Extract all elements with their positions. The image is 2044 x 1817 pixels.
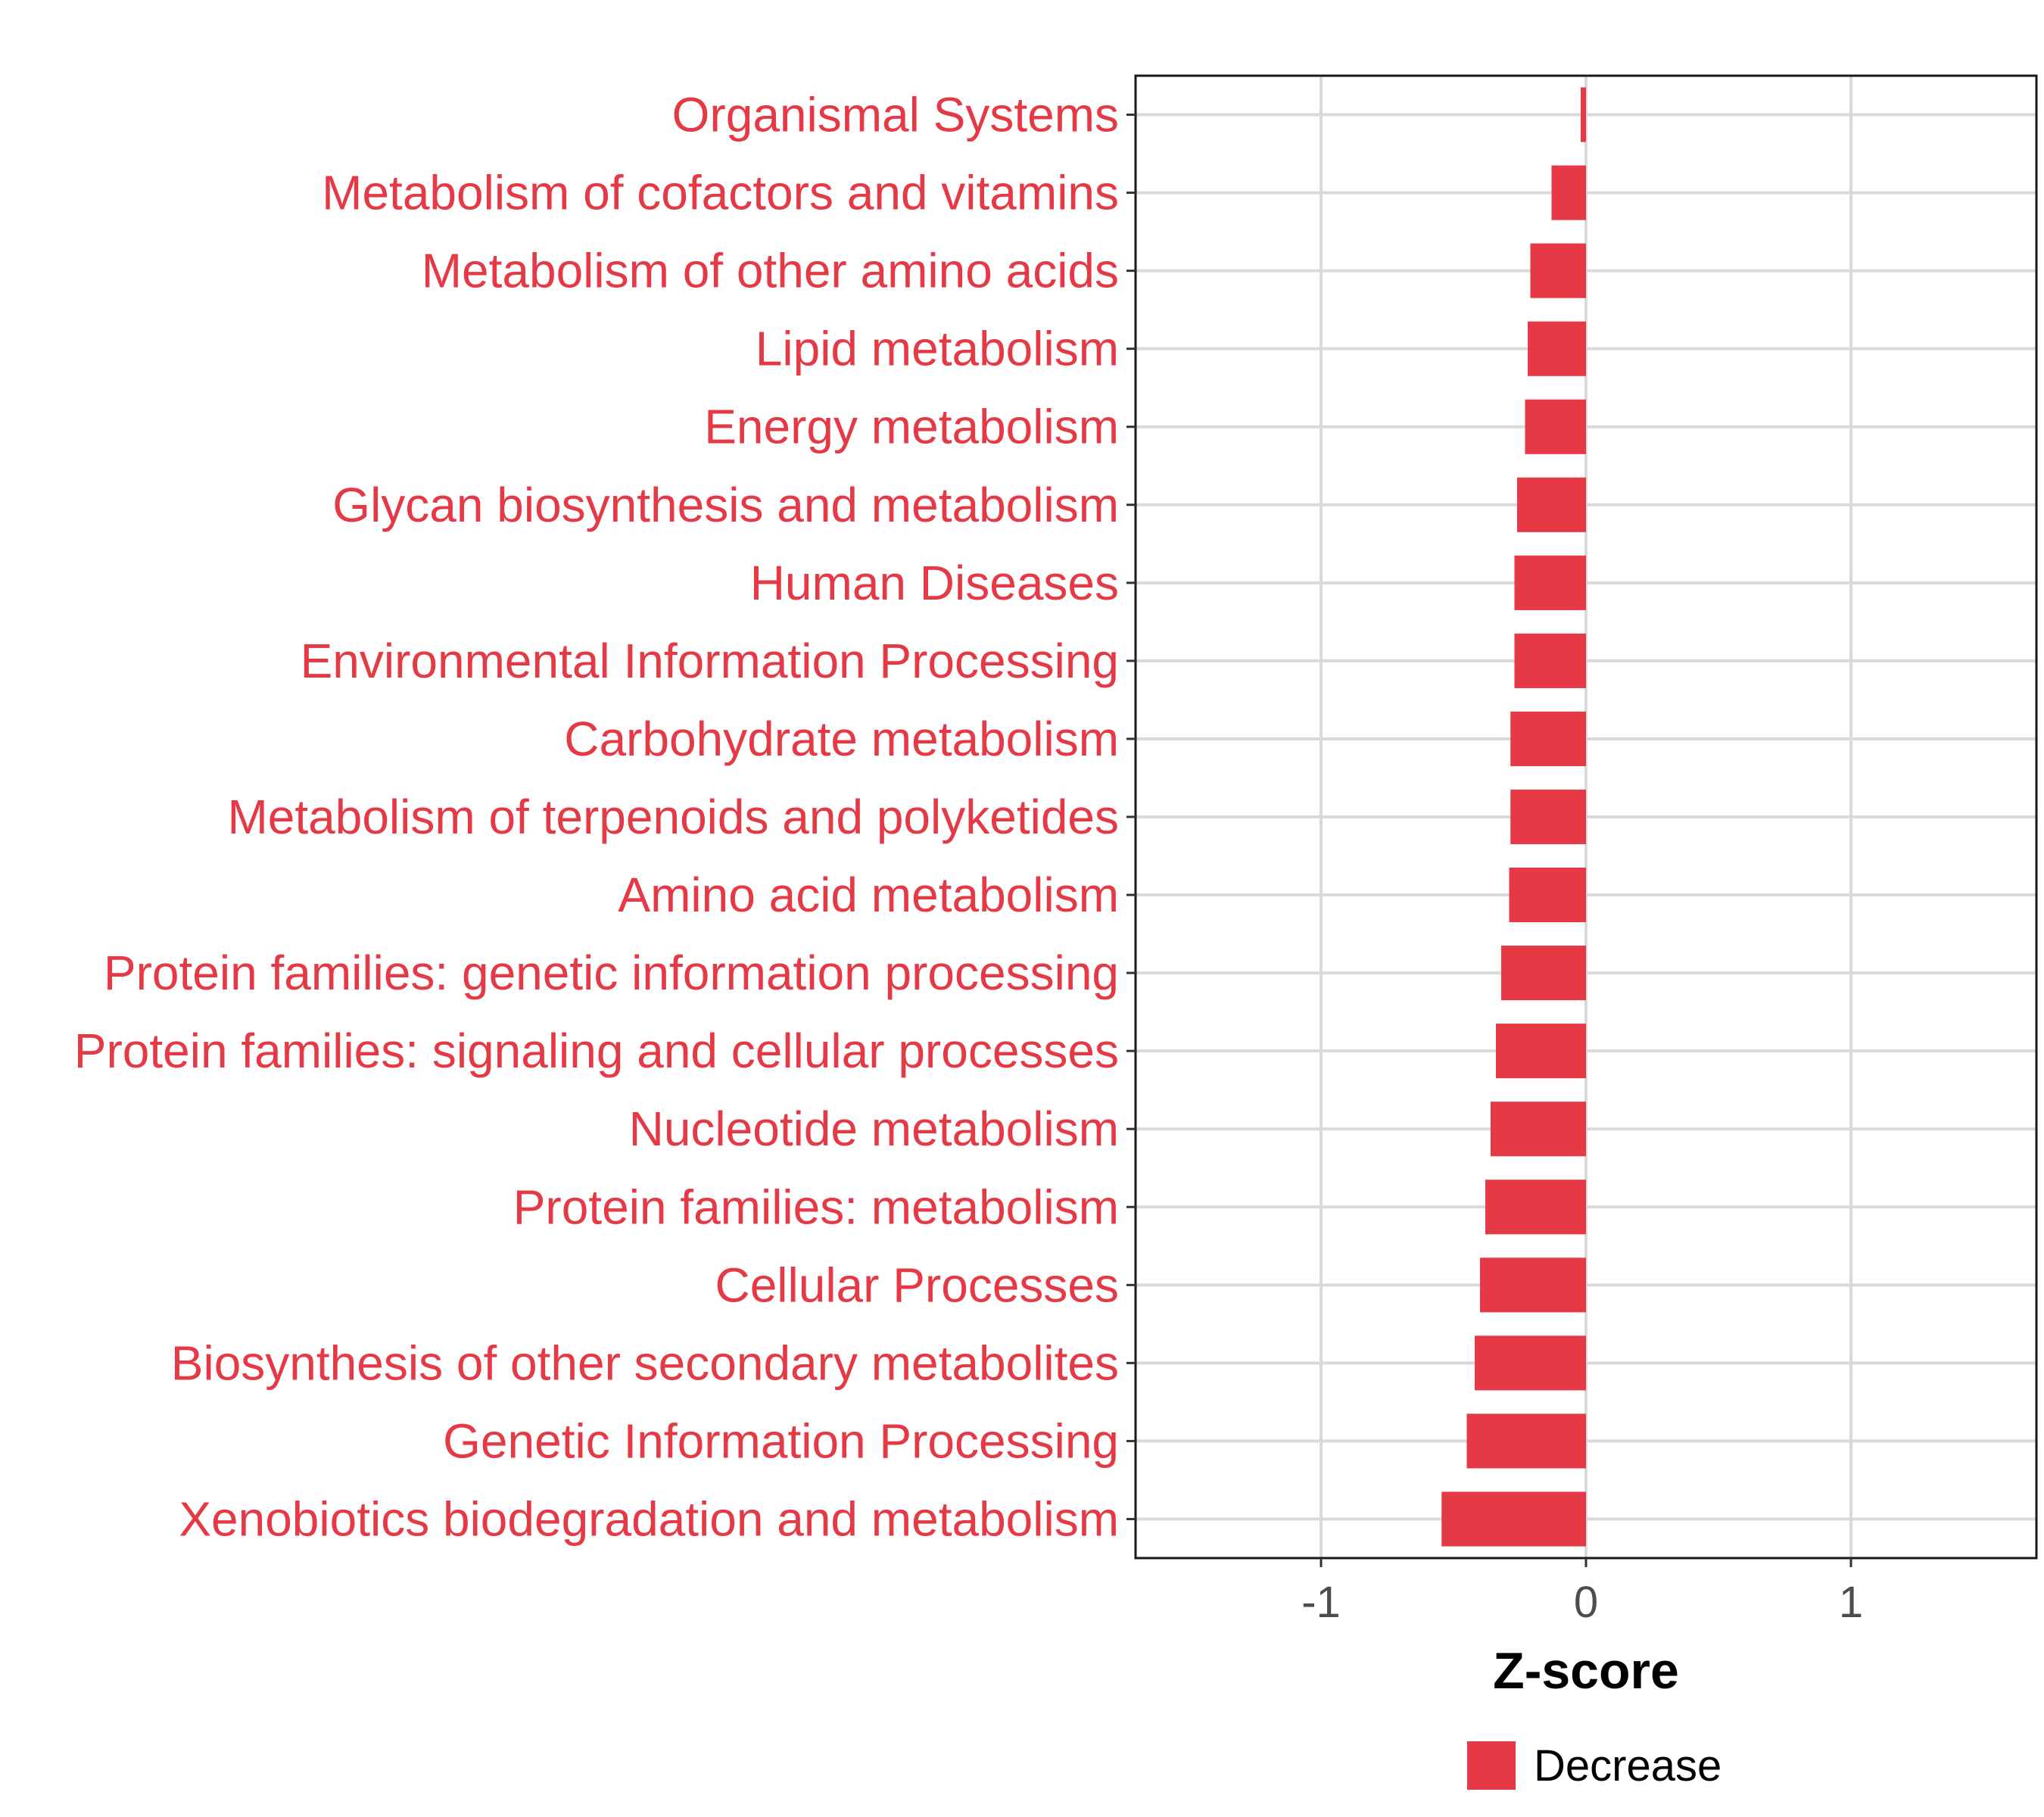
bar: [1509, 867, 1586, 923]
bar: [1525, 399, 1586, 454]
y-axis-category-labels: Organismal Systems Metabolism of cofactor…: [74, 88, 1119, 1547]
bar: [1551, 165, 1586, 220]
bar: [1501, 946, 1586, 1001]
y-category-label: Cellular Processes: [715, 1258, 1119, 1312]
bar: [1491, 1102, 1586, 1157]
y-category-label: Human Diseases: [750, 556, 1119, 610]
y-category-label: Protein families: genetic information pr…: [104, 946, 1119, 1000]
y-category-label: Environmental Information Processing: [301, 634, 1119, 688]
y-category-label: Genetic Information Processing: [443, 1413, 1119, 1468]
y-category-label: Biosynthesis of other secondary metaboli…: [171, 1335, 1119, 1390]
bar: [1514, 555, 1586, 610]
bar: [1466, 1413, 1586, 1469]
bar: [1581, 87, 1586, 142]
y-category-label: Carbohydrate metabolism: [564, 712, 1119, 766]
y-axis-ticks: [1126, 114, 1136, 1520]
bar: [1441, 1491, 1586, 1547]
bar: [1528, 321, 1586, 376]
bar: [1510, 711, 1586, 767]
y-category-label: Xenobiotics biodegradation and metabolis…: [179, 1491, 1119, 1546]
y-category-label: Metabolism of terpenoids and polyketides: [227, 790, 1119, 844]
x-axis-ticks: -1 0 1: [1301, 1558, 1863, 1627]
bar: [1485, 1180, 1586, 1235]
bar: [1510, 789, 1586, 845]
y-category-label: Lipid metabolism: [756, 322, 1119, 376]
legend-label-decrease: Decrease: [1534, 1741, 1722, 1791]
bars: [1441, 87, 1586, 1547]
y-category-label: Protein families: metabolism: [513, 1180, 1119, 1234]
y-category-label: Nucleotide metabolism: [629, 1102, 1119, 1156]
legend-swatch-decrease: [1467, 1741, 1516, 1790]
x-tick-label: 0: [1574, 1578, 1598, 1627]
bar: [1514, 633, 1586, 688]
y-category-label: Organismal Systems: [672, 88, 1119, 142]
bar: [1517, 477, 1586, 532]
x-tick-label: 1: [1839, 1578, 1863, 1627]
y-category-label: Amino acid metabolism: [618, 868, 1119, 922]
y-category-label: Energy metabolism: [704, 400, 1119, 454]
y-category-label: Metabolism of other amino acids: [422, 244, 1119, 298]
y-category-label: Protein families: signaling and cellular…: [74, 1024, 1119, 1078]
bar: [1530, 243, 1586, 298]
y-category-label: Metabolism of cofactors and vitamins: [322, 166, 1119, 220]
bar: [1475, 1335, 1586, 1391]
y-category-label: Glycan biosynthesis and metabolism: [332, 478, 1119, 532]
bar: [1496, 1024, 1586, 1079]
x-axis-title: Z-score: [1493, 1642, 1679, 1700]
legend: Decrease: [1467, 1741, 1722, 1791]
bar: [1480, 1258, 1586, 1313]
x-tick-label: -1: [1301, 1578, 1341, 1627]
